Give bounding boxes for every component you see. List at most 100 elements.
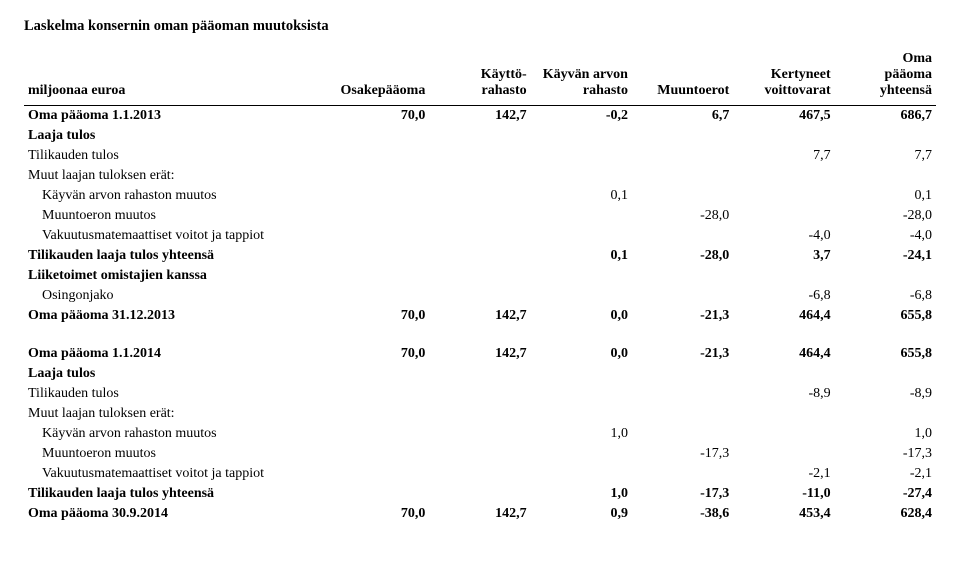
equity-table: miljoonaa euroa Osakepääoma Käyttö-rahas… [24,49,936,524]
table-header-row: miljoonaa euroa Osakepääoma Käyttö-rahas… [24,49,936,106]
header-col-3: Muuntoerot [632,49,733,106]
row-cell [632,126,733,146]
table-row: Tilikauden tulos7,77,7 [24,146,936,166]
row-label: Vakuutusmatemaattiset voitot ja tappiot [24,464,328,484]
row-cell: -21,3 [632,344,733,364]
table-row: Muut laajan tuloksen erät: [24,166,936,186]
row-cell [632,266,733,286]
header-col-0: Osakepääoma [328,49,429,106]
row-cell: -2,1 [835,464,936,484]
row-cell: -17,3 [632,484,733,504]
row-cell: 0,1 [531,186,632,206]
row-cell: 0,0 [531,344,632,364]
row-cell [429,424,530,444]
row-cell [531,146,632,166]
row-cell [429,146,530,166]
row-cell [328,444,429,464]
row-cell [531,166,632,186]
row-cell [632,384,733,404]
row-cell [429,186,530,206]
row-label: Oma pääoma 30.9.2014 [24,504,328,524]
row-cell [835,126,936,146]
row-cell: 142,7 [429,344,530,364]
row-cell [531,404,632,424]
row-cell [733,206,834,226]
row-cell: 1,0 [531,424,632,444]
row-cell [733,126,834,146]
row-label: Laaja tulos [24,364,328,384]
table-row: Vakuutusmatemaattiset voitot ja tappiot -… [24,464,936,484]
table-row: Käyvän arvon rahaston muutos1,01,0 [24,424,936,444]
row-cell [328,286,429,306]
row-cell [835,166,936,186]
table-row: Oma pääoma 1.1.201370,0142,7-0,26,7467,5… [24,106,936,127]
row-cell [733,266,834,286]
header-left: miljoonaa euroa [24,49,328,106]
row-cell: -24,1 [835,246,936,266]
row-cell [429,206,530,226]
row-cell [733,186,834,206]
row-cell [429,404,530,424]
row-cell [328,404,429,424]
table-row: Muut laajan tuloksen erät: [24,404,936,424]
row-cell [531,384,632,404]
row-cell: 142,7 [429,306,530,326]
row-cell [328,226,429,246]
header-col-4: Kertyneetvoittovarat [733,49,834,106]
row-cell [328,424,429,444]
row-label: Vakuutusmatemaattiset voitot ja tappiot [24,226,328,246]
row-label: Tilikauden laaja tulos yhteensä [24,484,328,504]
header-col-1: Käyttö-rahasto [429,49,530,106]
row-cell [328,484,429,504]
row-cell: -8,9 [835,384,936,404]
row-cell [328,464,429,484]
row-cell: 453,4 [733,504,834,524]
row-cell [328,246,429,266]
header-col-2: Käyvän arvonrahasto [531,49,632,106]
row-cell [429,364,530,384]
row-label: Oma pääoma 1.1.2013 [24,106,328,127]
row-cell [531,206,632,226]
row-cell: -28,0 [632,246,733,266]
row-label: Oma pääoma 1.1.2014 [24,344,328,364]
header-col-5: Omapääomayhteensä [835,49,936,106]
row-cell: 464,4 [733,306,834,326]
row-cell: -28,0 [835,206,936,226]
row-cell [733,166,834,186]
row-cell: 0,9 [531,504,632,524]
row-cell [531,226,632,246]
row-cell [328,266,429,286]
row-cell [328,364,429,384]
row-cell [531,444,632,464]
row-label: Laaja tulos [24,126,328,146]
table-row: Laaja tulos [24,364,936,384]
row-cell [531,464,632,484]
row-cell: 142,7 [429,504,530,524]
row-cell: 142,7 [429,106,530,127]
row-label: Käyvän arvon rahaston muutos [24,424,328,444]
row-cell: -17,3 [632,444,733,464]
row-label: Oma pääoma 31.12.2013 [24,306,328,326]
row-cell: -11,0 [733,484,834,504]
row-cell: 70,0 [328,344,429,364]
row-label: Tilikauden tulos [24,384,328,404]
table-row: Oma pääoma 30.9.201470,0142,70,9-38,6453… [24,504,936,524]
table-row: Muuntoeron muutos-17,3-17,3 [24,444,936,464]
row-cell [429,166,530,186]
row-cell: -27,4 [835,484,936,504]
row-cell: -38,6 [632,504,733,524]
row-label: Käyvän arvon rahaston muutos [24,186,328,206]
table-row: Muuntoeron muutos-28,0-28,0 [24,206,936,226]
row-label: Muut laajan tuloksen erät: [24,166,328,186]
row-cell [429,484,530,504]
row-cell [531,126,632,146]
row-label: Muut laajan tuloksen erät: [24,404,328,424]
row-cell: 686,7 [835,106,936,127]
table-row: Tilikauden tulos -8,9-8,9 [24,384,936,404]
row-cell: 655,8 [835,344,936,364]
row-cell [733,404,834,424]
row-cell: 1,0 [531,484,632,504]
row-cell: -8,9 [733,384,834,404]
row-label: Muuntoeron muutos [24,444,328,464]
row-cell [632,186,733,206]
